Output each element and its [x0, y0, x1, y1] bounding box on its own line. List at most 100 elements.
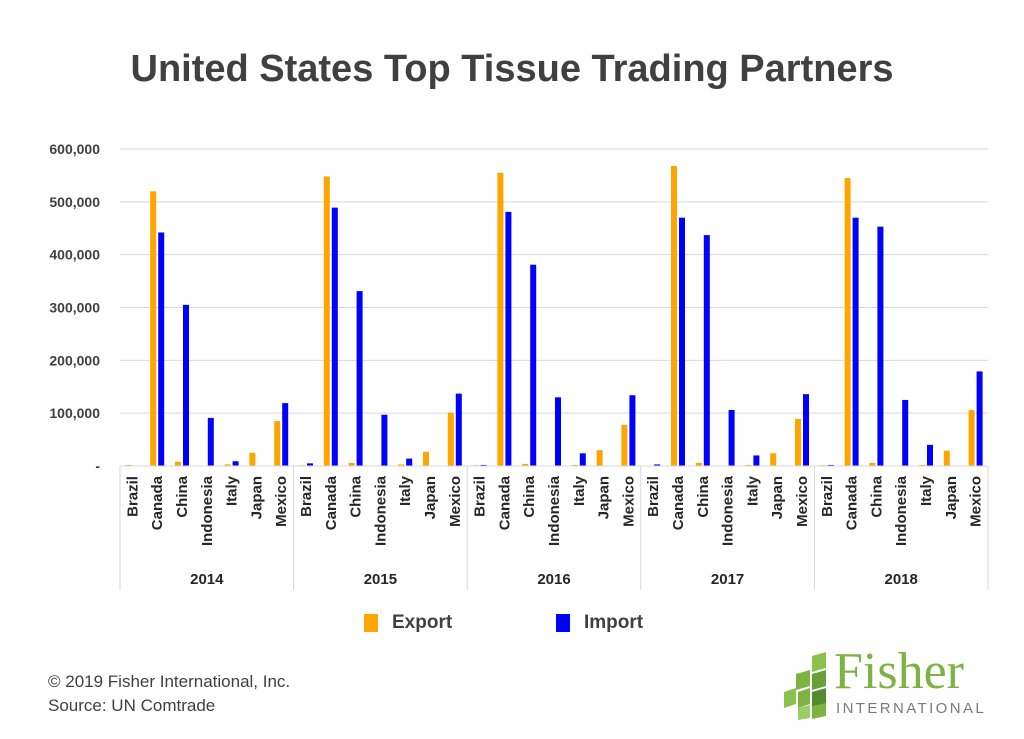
- bar-export-2016-china: [522, 463, 529, 466]
- bar-import-2016-brazil: [480, 464, 487, 466]
- x-category-label: Brazil: [645, 476, 662, 517]
- x-category-label: Mexico: [273, 476, 290, 527]
- bar-import-2018-brazil: [827, 464, 834, 466]
- bar-export-2014-canada: [150, 191, 157, 466]
- bar-export-2014-japan: [249, 452, 256, 466]
- bar-import-2018-mexico: [976, 371, 983, 466]
- bar-import-2014-china: [183, 304, 189, 466]
- bar-import-2016-canada: [505, 211, 512, 466]
- legend-import-swatch: [556, 614, 570, 632]
- x-category-label: Canada: [670, 475, 687, 530]
- source-text: Source: UN Comtrade: [48, 696, 216, 715]
- x-category-label: Brazil: [472, 476, 489, 517]
- x-category-label: Indonesia: [372, 475, 389, 546]
- bar-export-2018-japan: [943, 450, 950, 466]
- bar-import-2015-mexico: [455, 393, 462, 466]
- bar-import-2014-mexico: [282, 403, 289, 466]
- x-category-label: Canada: [844, 475, 861, 530]
- bar-import-2018-china: [877, 226, 884, 466]
- bar-import-2017-indonesia: [728, 409, 735, 466]
- bar-import-2015-brazil: [307, 463, 313, 466]
- bar-export-2017-canada: [671, 165, 677, 466]
- x-category-label: Brazil: [298, 476, 315, 517]
- x-category-label: Canada: [323, 475, 340, 530]
- x-category-label: Canada: [149, 475, 166, 530]
- x-group-label: 2015: [364, 571, 397, 588]
- bar-import-2015-italy: [406, 458, 413, 466]
- x-category-label: Brazil: [819, 476, 836, 517]
- legend-import: Import: [556, 612, 643, 634]
- x-axis: Brazil Canada China Indonesia Italy Japan Mexi…: [119, 465, 989, 590]
- bar-export-2014-china: [175, 461, 181, 466]
- bar-import-2017-mexico: [803, 394, 809, 466]
- x-category-label: Indonesia: [199, 475, 216, 546]
- y-tick-label: 600,000: [49, 141, 100, 157]
- bar-import-2014-italy: [232, 461, 239, 466]
- x-category-label: Japan: [943, 476, 960, 519]
- x-category-label: Canada: [496, 475, 513, 530]
- bar-export-2015-japan: [423, 451, 429, 466]
- bar-import-2014-indonesia: [207, 417, 214, 466]
- bar-export-2016-canada: [497, 172, 504, 466]
- bar-import-2017-china: [703, 235, 710, 466]
- x-group-label: 2018: [885, 571, 918, 588]
- x-category-label: Indonesia: [893, 475, 910, 546]
- chart-title: United States Top Tissue Trading Partner…: [130, 48, 894, 90]
- copyright-text: © 2019 Fisher International, Inc.: [48, 672, 291, 691]
- bar-export-2015-canada: [323, 176, 330, 466]
- bar-import-2017-italy: [753, 455, 760, 466]
- bar-import-2015-china: [356, 291, 363, 466]
- bars: [125, 165, 983, 466]
- bar-export-2014-mexico: [274, 421, 281, 466]
- bar-import-2015-indonesia: [381, 414, 388, 466]
- bar-export-2016-mexico: [621, 424, 628, 466]
- x-category-label: Italy: [918, 475, 935, 506]
- logo-tagline: INTERNATIONAL: [836, 700, 987, 717]
- bar-export-2018-italy: [919, 464, 925, 466]
- y-tick-label: 500,000: [49, 194, 100, 210]
- x-category-label: Japan: [596, 476, 613, 519]
- legend-import-label: Import: [584, 612, 644, 633]
- bar-export-2015-italy: [398, 464, 405, 466]
- x-category-label: Indonesia: [720, 475, 737, 546]
- legend-export-label: Export: [392, 612, 453, 633]
- bar-export-2018-china: [869, 462, 876, 466]
- bar-import-2017-canada: [679, 217, 685, 466]
- bar-import-2018-indonesia: [902, 399, 909, 466]
- x-category-label: China: [521, 475, 538, 517]
- bar-export-2016-italy: [571, 464, 578, 466]
- y-axis-ticks: - 100,000 200,000 300,000 400,000 500,000 600,…: [49, 141, 100, 474]
- bar-export-2016-japan: [596, 450, 603, 466]
- bar-export-2017-china: [695, 462, 702, 466]
- x-category-label: Italy: [224, 475, 241, 506]
- x-category-label: Mexico: [620, 476, 637, 527]
- logo-wordmark: Fisher: [834, 643, 964, 700]
- bar-chart: - 100,000 200,000 300,000 400,000 500,000 600,…: [49, 141, 989, 590]
- bar-export-2018-canada: [844, 178, 851, 466]
- bar-export-2015-china: [348, 462, 355, 466]
- x-category-label: Mexico: [968, 476, 985, 527]
- bar-export-2014-brazil: [125, 464, 132, 466]
- legend-export: Export: [364, 612, 452, 634]
- x-category-label: Mexico: [794, 476, 811, 527]
- x-group-label: 2014: [190, 571, 224, 588]
- bar-export-2018-mexico: [968, 409, 975, 466]
- bar-import-2014-canada: [158, 232, 165, 466]
- bar-export-2017-japan: [770, 453, 777, 466]
- y-tick-label: -: [95, 458, 100, 474]
- y-tick-label: 200,000: [49, 352, 100, 368]
- x-group-label: 2017: [711, 571, 744, 588]
- bar-import-2015-canada: [331, 207, 338, 466]
- bar-import-2018-italy: [927, 444, 933, 466]
- legend-export-swatch: [364, 614, 378, 632]
- x-category-label: China: [695, 475, 712, 517]
- x-category-label: Italy: [744, 475, 761, 506]
- bar-export-2014-italy: [224, 464, 231, 466]
- bar-export-2017-mexico: [795, 418, 801, 466]
- x-group-label: 2016: [537, 571, 570, 588]
- x-category-label: China: [868, 475, 885, 517]
- x-category-label: China: [174, 475, 191, 517]
- x-category-label: Indonesia: [546, 475, 563, 546]
- x-category-label: Brazil: [124, 476, 141, 517]
- bar-import-2018-canada: [852, 217, 859, 466]
